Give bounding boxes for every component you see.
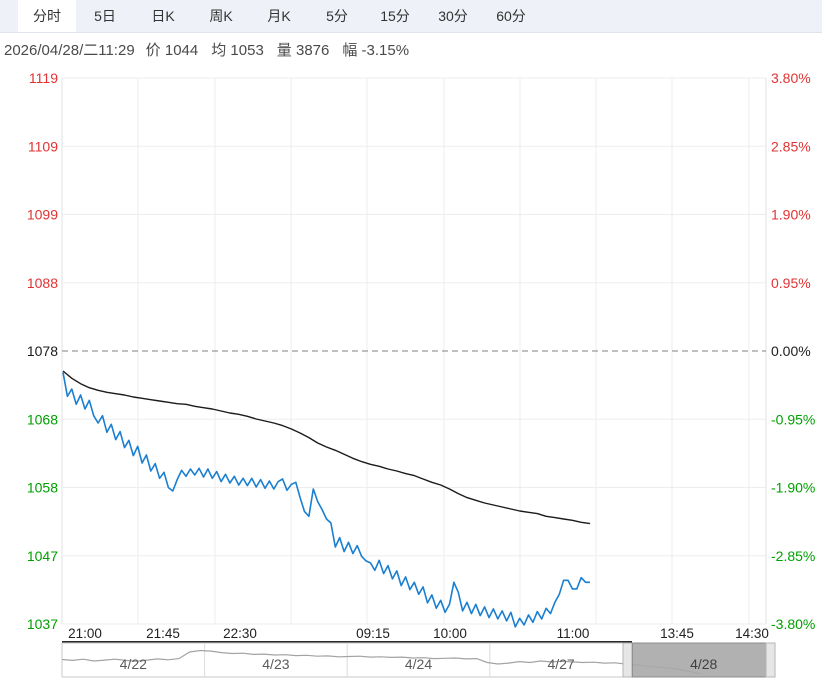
x-axis-time-label: 10:00	[433, 626, 467, 641]
y-axis-price-label: 1078	[27, 343, 58, 359]
navigator-date-4/23[interactable]: 4/23	[262, 656, 289, 672]
y-axis-price-label: 1099	[27, 207, 58, 223]
average-line	[62, 370, 591, 525]
status-change: 幅 -3.15%	[342, 42, 410, 59]
tab-5日[interactable]: 5日	[94, 8, 116, 24]
tab-月K[interactable]: 月K	[267, 8, 291, 24]
y-axis-percent-label: -2.85%	[771, 548, 815, 564]
status-price: 价 1044	[145, 42, 199, 59]
tab-5分[interactable]: 5分	[326, 8, 348, 24]
navigator-date-4/22[interactable]: 4/22	[120, 656, 147, 672]
price-line	[62, 372, 590, 628]
x-axis-time-label: 22:30	[223, 626, 257, 641]
x-axis-time-label: 14:30	[735, 626, 769, 641]
y-axis-price-label: 1068	[27, 411, 58, 427]
x-axis-time-label: 11:00	[557, 626, 590, 641]
tab-周K[interactable]: 周K	[209, 8, 233, 24]
x-axis-time-label: 13:45	[660, 626, 694, 641]
y-axis-price-label: 1088	[27, 275, 58, 291]
navigator-date-4/24[interactable]: 4/24	[405, 656, 432, 672]
tab-15分[interactable]: 15分	[380, 8, 410, 24]
y-axis-percent-label: 3.80%	[771, 70, 811, 86]
x-axis-time-label: 21:00	[68, 626, 102, 641]
status-average: 均 1053	[211, 42, 264, 59]
y-axis-price-label: 1119	[29, 70, 58, 86]
navigator-handle-left[interactable]	[622, 642, 633, 678]
tab-分时[interactable]: 分时	[18, 0, 76, 32]
tab-60分[interactable]: 60分	[496, 8, 526, 24]
x-axis-time-label: 09:15	[356, 626, 390, 641]
navigator-sparkline	[61, 649, 701, 675]
navigator-date-4/28[interactable]: 4/28	[690, 656, 717, 672]
y-axis-price-label: 1058	[27, 480, 58, 496]
y-axis-percent-label: 1.90%	[771, 207, 811, 223]
y-axis-price-label: 1047	[27, 548, 58, 564]
navigator-handle-right[interactable]	[765, 642, 776, 678]
y-axis-percent-label: -3.80%	[771, 616, 815, 632]
status-datetime: 2026/04/28/二11:29	[4, 42, 135, 59]
y-axis-price-label: 1037	[27, 616, 58, 632]
status-volume: 量 3876	[276, 42, 330, 59]
y-axis-percent-label: 0.00%	[771, 343, 811, 359]
navigator-selection[interactable]	[631, 642, 767, 678]
y-axis-percent-label: 0.95%	[771, 275, 811, 291]
navigator-date-4/27[interactable]: 4/27	[547, 656, 574, 672]
y-axis-percent-label: -0.95%	[771, 411, 815, 427]
tab-30分[interactable]: 30分	[438, 8, 468, 24]
y-axis-percent-label: -1.90%	[771, 480, 815, 496]
tab-日K[interactable]: 日K	[151, 8, 175, 24]
y-axis-percent-label: 2.85%	[771, 138, 811, 154]
x-axis-time-label: 21:45	[146, 626, 180, 641]
status-line: 2026/04/28/二11:29 价 1044 均 1053 量 3876 幅…	[0, 33, 822, 66]
y-axis-price-label: 1109	[28, 138, 58, 154]
period-tabbar: 分时 5日 日K 周K 月K 5分 15分 30分 60分	[0, 0, 822, 33]
